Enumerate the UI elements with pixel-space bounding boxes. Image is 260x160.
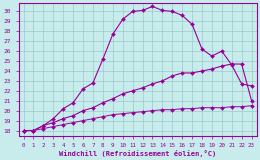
X-axis label: Windchill (Refroidissement éolien,°C): Windchill (Refroidissement éolien,°C) <box>59 150 216 156</box>
